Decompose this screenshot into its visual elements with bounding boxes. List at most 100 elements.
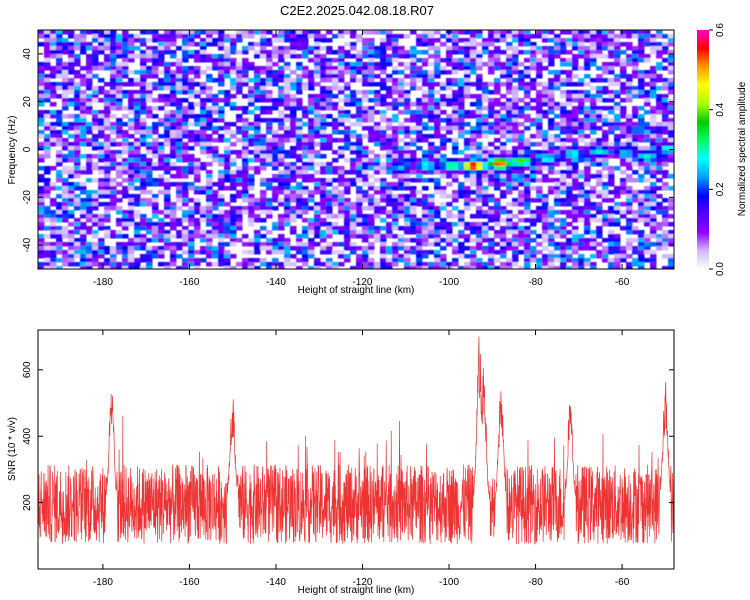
heatmap-cell <box>632 46 639 51</box>
heatmap-cell <box>614 58 621 63</box>
heatmap-cell <box>98 118 105 123</box>
heatmap-cell <box>50 258 57 263</box>
heatmap-cell <box>590 110 597 115</box>
heatmap-cell <box>470 182 477 187</box>
heatmap-cell <box>314 66 321 71</box>
heatmap-cell <box>458 254 465 259</box>
heatmap-cell <box>392 58 399 63</box>
heatmap-cell <box>134 138 141 143</box>
heatmap-cell <box>224 254 231 259</box>
heatmap-cell <box>584 66 591 71</box>
heatmap-cell <box>608 142 615 147</box>
heatmap-cell <box>566 138 573 143</box>
heatmap-cell <box>446 118 453 123</box>
heatmap-cell <box>296 166 303 171</box>
heatmap-cell <box>458 78 465 83</box>
heatmap-cell <box>314 222 321 227</box>
heatmap-cell <box>566 130 573 135</box>
heatmap-cell <box>602 182 609 187</box>
heatmap-cell <box>590 230 597 235</box>
heatmap-cell <box>230 158 237 163</box>
heatmap-cell <box>392 254 399 259</box>
heatmap-cell <box>206 110 213 115</box>
heatmap-cell <box>314 234 321 239</box>
heatmap-cell <box>278 250 285 255</box>
heatmap-cell <box>140 158 147 163</box>
heatmap-cell <box>470 30 477 35</box>
heatmap-cell <box>440 82 447 87</box>
heatmap-cell <box>170 162 177 167</box>
heatmap-cell <box>206 218 213 223</box>
heatmap-cell <box>428 158 435 163</box>
heatmap-cell <box>494 126 501 131</box>
heatmap-cell <box>140 202 147 207</box>
heatmap-cell <box>314 122 321 127</box>
heatmap-cell <box>98 34 105 39</box>
heatmap-cell <box>572 58 579 63</box>
heatmap-cell <box>650 38 657 43</box>
heatmap-cell <box>50 222 57 227</box>
heatmap-cell <box>254 142 261 147</box>
heatmap-cell <box>332 122 339 127</box>
heatmap-cell <box>38 66 45 71</box>
heatmap-cell <box>320 130 327 135</box>
heatmap-cell <box>344 190 351 195</box>
heatmap-cell <box>500 134 507 139</box>
heatmap-cell <box>362 154 369 159</box>
heatmap-cell <box>104 246 111 251</box>
heatmap-cell <box>548 138 555 143</box>
heatmap-cell <box>584 222 591 227</box>
heatmap-cell <box>380 46 387 51</box>
heatmap-cell <box>590 146 597 151</box>
heatmap-cell <box>122 262 129 267</box>
heatmap-cell <box>314 30 321 35</box>
heatmap-cell <box>182 58 189 63</box>
heatmap-cell <box>170 42 177 47</box>
heatmap-cell <box>578 66 585 71</box>
heatmap-cell <box>644 110 651 115</box>
heatmap-cell <box>524 190 531 195</box>
heatmap-cell <box>566 242 573 247</box>
heatmap-cell <box>416 146 423 151</box>
heatmap-cell <box>566 182 573 187</box>
heatmap-cell <box>152 82 159 87</box>
heatmap-cell <box>572 118 579 123</box>
heatmap-cell <box>296 54 303 59</box>
heatmap-cell <box>578 170 585 175</box>
heatmap-cell <box>326 190 333 195</box>
heatmap-cell <box>446 86 453 91</box>
heatmap-cell <box>230 218 237 223</box>
heatmap-cell <box>272 46 279 51</box>
heatmap-cell <box>224 138 231 143</box>
heatmap-cell <box>590 242 597 247</box>
heatmap-cell <box>368 50 375 55</box>
heatmap-cell <box>332 262 339 267</box>
heatmap-cell <box>140 66 147 71</box>
heatmap-cell <box>230 162 237 167</box>
heatmap-cell <box>500 250 507 255</box>
heatmap-cell <box>86 66 93 71</box>
heatmap-cell <box>320 182 327 187</box>
heatmap-cell <box>182 218 189 223</box>
heatmap-cell <box>182 250 189 255</box>
heatmap-cell <box>296 242 303 247</box>
heatmap-cell <box>608 198 615 203</box>
heatmap-cell <box>410 114 417 119</box>
heatmap-cell <box>572 158 579 163</box>
heatmap-cell <box>104 202 111 207</box>
heatmap-cell <box>374 186 381 191</box>
heatmap-cell <box>326 50 333 55</box>
heatmap-cell <box>566 222 573 227</box>
heatmap-cell <box>176 130 183 135</box>
heatmap-cell <box>74 182 81 187</box>
heatmap-cell <box>122 142 129 147</box>
heatmap-cell <box>242 206 249 211</box>
heatmap-cell <box>530 258 537 263</box>
heatmap-cell <box>380 102 387 107</box>
heatmap-cell <box>122 166 129 171</box>
heatmap-cell <box>44 214 51 219</box>
heatmap-cell <box>410 250 417 255</box>
heatmap-cell <box>230 46 237 51</box>
heatmap-cell <box>194 102 201 107</box>
heatmap-cell <box>242 158 249 163</box>
